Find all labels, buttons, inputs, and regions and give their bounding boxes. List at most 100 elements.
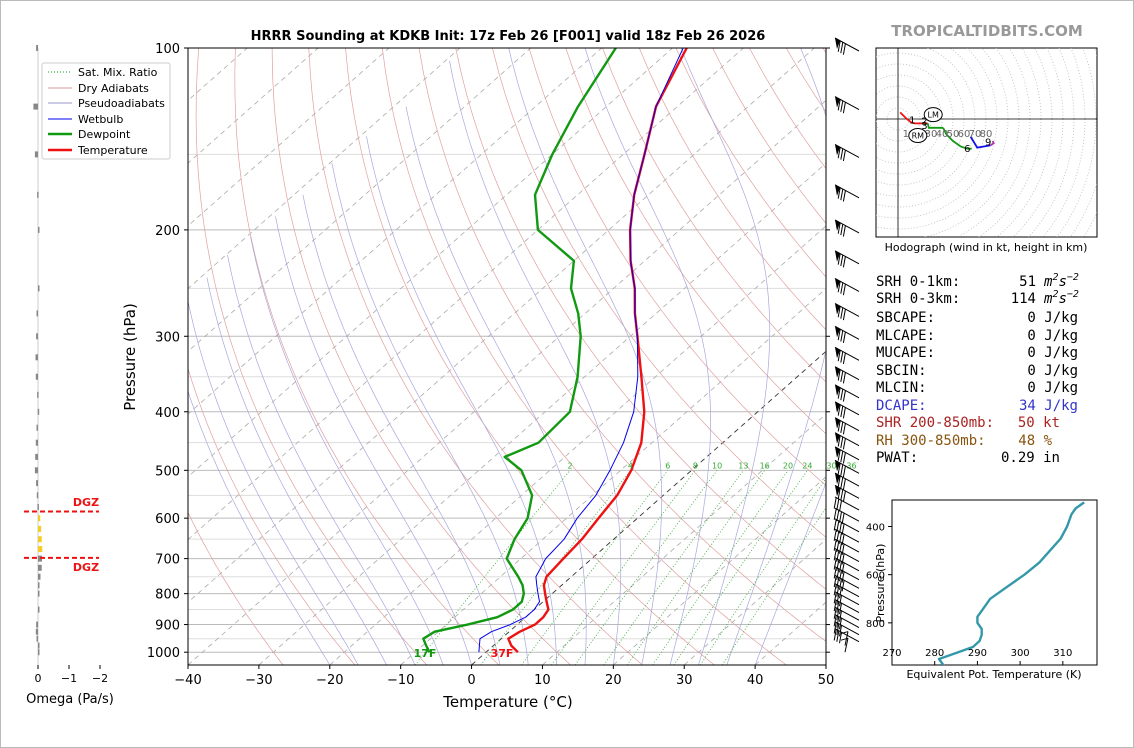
wind-barb-feather: [842, 372, 846, 384]
mixing-ratio-label: 2: [567, 461, 572, 470]
mixing-ratio-label: 36: [846, 461, 856, 470]
wind-barb-feather: [840, 405, 844, 418]
skewt-profile-lines: [422, 48, 688, 654]
wind-barb-feather: [839, 595, 842, 607]
wind-barb-feather: [836, 601, 840, 613]
wind-barb-feather: [836, 550, 840, 562]
mixing-ratio-line: [626, 470, 766, 665]
x-tick-label: −10: [387, 673, 414, 688]
wind-barb-feather: [836, 585, 840, 597]
dry-adiabat: [234, 48, 499, 665]
wind-barb-staff: [834, 484, 860, 499]
wind-barb-feather: [842, 423, 846, 435]
wind-barb-feather: [842, 331, 846, 343]
wind-barb-feather: [839, 532, 842, 544]
omega-bar: [38, 525, 42, 532]
wind-barb-feather: [839, 570, 842, 582]
wind-barb-feather: [840, 42, 844, 54]
pwat-label: PWAT:: [876, 450, 918, 466]
hodograph-segment: [942, 127, 972, 150]
srh03-unit: m2s−2: [1043, 289, 1079, 307]
pseudoadiabat: [680, 48, 771, 665]
omega-bar: [38, 649, 40, 656]
wind-barb-feather: [837, 306, 841, 318]
mucape-label: MUCAPE:: [876, 345, 935, 361]
wind-barb-feather: [837, 350, 841, 362]
wind-barb-pennant: [835, 432, 840, 444]
dry-adiabat: [188, 367, 356, 665]
legend-dewpoint: Dewpoint: [78, 128, 131, 141]
wind-barb-pennant: [835, 417, 840, 429]
wind-barb-feather: [836, 609, 840, 621]
wind-barb-feather: [841, 562, 845, 574]
wind-barb-feather: [836, 568, 840, 580]
wind-barb-feather: [839, 552, 842, 564]
isotherm-line: [188, 48, 461, 290]
wind-barb-feather: [837, 435, 841, 447]
wind-barb-feather: [840, 282, 844, 294]
wind-barb-feather: [833, 622, 837, 634]
wind-barb-feather: [836, 623, 840, 635]
wind-barb-feather: [833, 549, 837, 561]
wind-barb-feather: [840, 189, 844, 201]
isotherm-line: [188, 48, 602, 415]
skewt-legend: Sat. Mix. Ratio Dry Adiabats Pseudoadiab…: [41, 62, 171, 160]
wind-barb-feather: [837, 463, 841, 475]
dry-adiabat: [271, 48, 571, 665]
wind-barb-pennant: [835, 38, 840, 49]
wind-barb-feather: [842, 256, 846, 268]
wind-barb-staff: [834, 401, 860, 416]
wind-barb-pennant: [835, 473, 840, 485]
mixing-ratio-label: 16: [760, 461, 770, 470]
wind-barb-feather: [841, 543, 845, 556]
theta-e-x-tick-label: 290: [968, 648, 987, 659]
mixing-ratio-line: [480, 470, 631, 665]
mixing-ratio-label: 13: [738, 461, 748, 470]
dry-adiabat: [195, 48, 428, 665]
wind-barb-feather: [840, 351, 844, 363]
shr-label: SHR 200-850mb:: [876, 415, 994, 431]
y-tick-label: 600: [155, 512, 180, 527]
wind-barb-feather: [836, 616, 840, 628]
pseudoadiabat: [188, 390, 331, 665]
wind-barb-feather: [837, 187, 841, 199]
y-tick-label: 500: [155, 464, 180, 479]
wind-barb-feather: [842, 390, 846, 402]
wetbulb-line: [478, 48, 684, 653]
wind-barb-pennant: [835, 219, 840, 231]
wind-barb-feather: [842, 149, 846, 162]
storm-motion-label: RM: [912, 132, 925, 141]
dry-adiabat: [528, 48, 826, 486]
wind-barb-feather: [840, 436, 844, 448]
legend-wetbulb: Wetbulb: [78, 113, 123, 126]
dry-adiabat: [565, 48, 826, 435]
hodograph-height-label: 3: [921, 121, 927, 132]
mixing-ratio-line: [673, 470, 808, 665]
pseudoadiabat: [302, 194, 501, 665]
omega-bar: [36, 45, 38, 51]
omega-bar: [36, 492, 39, 499]
theta-e-frame: [891, 499, 1098, 666]
x-tick-label: 20: [605, 673, 622, 688]
wind-barb-feather: [833, 575, 837, 588]
wind-barb-pennant: [835, 250, 840, 262]
omega-panel: 0 −1 −2: [24, 45, 108, 685]
pseudoadiabat: [754, 481, 826, 665]
wind-barb-feather: [833, 508, 837, 520]
wind-barb-staff: [834, 250, 860, 265]
hodograph-height-label: 9: [985, 137, 991, 148]
isotherm-line: [188, 48, 319, 164]
legend-pseudoadiabats: Pseudoadiabats: [78, 97, 165, 110]
isotherm-line: [188, 48, 532, 352]
wind-barb-staff: [844, 638, 849, 653]
wind-barb-feather: [840, 389, 844, 401]
legend-mix-ratio: Sat. Mix. Ratio: [78, 66, 158, 79]
isotherm-line: [542, 413, 826, 665]
pseudoadiabat: [275, 216, 472, 665]
omega-bar: [36, 333, 38, 340]
theta-e-profile: [937, 501, 1085, 665]
zero-isotherm: [471, 350, 826, 665]
isotherm-line: [400, 288, 826, 665]
wind-barbs: [833, 37, 860, 653]
